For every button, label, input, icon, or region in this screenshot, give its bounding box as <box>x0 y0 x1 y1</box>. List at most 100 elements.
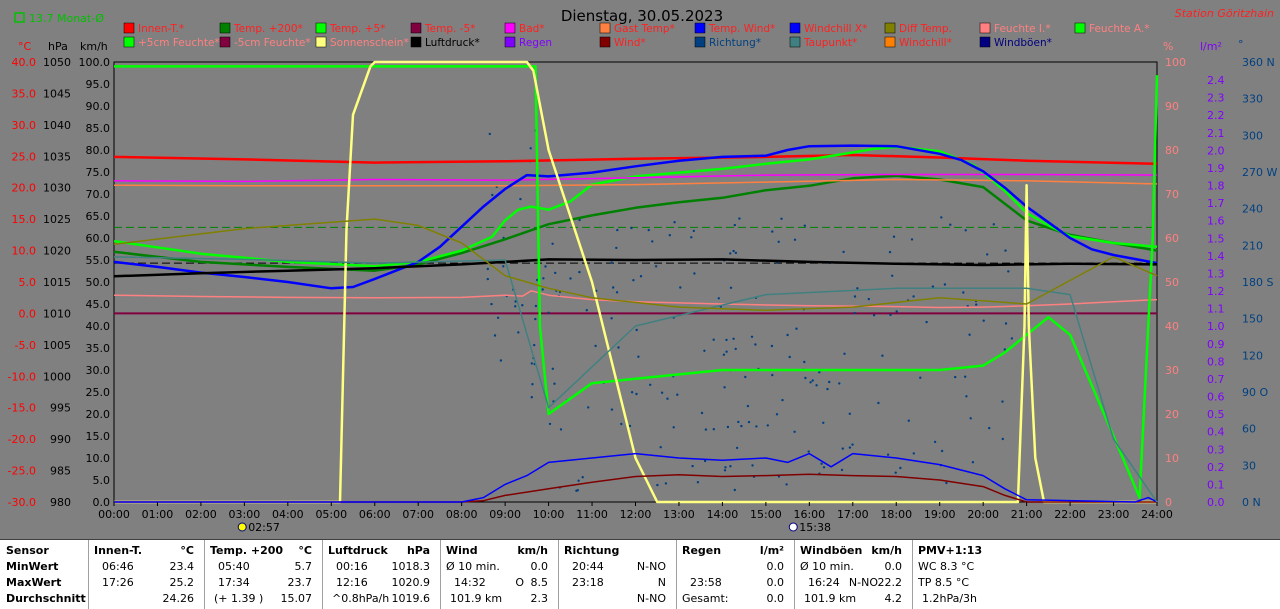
pressure-tick-label: 1045 <box>43 87 71 100</box>
time-tick-label: 17:00 <box>837 508 869 521</box>
wind-tick-label: 70.0 <box>86 188 111 201</box>
direction-point <box>853 311 856 315</box>
stat-header: Wind <box>446 544 478 557</box>
stat-max-time: 23:58 <box>690 576 722 589</box>
direction-point <box>992 223 995 226</box>
temp-tick-label: 15.0 <box>12 213 37 226</box>
rain-tick-label: 1.9 <box>1207 162 1225 175</box>
direction-point <box>732 249 735 253</box>
direction-point <box>766 424 769 427</box>
wind-tick-label: 15.0 <box>86 430 111 443</box>
temp-tick-label: 0.0 <box>19 307 37 320</box>
time-tick-label: 04:00 <box>272 508 304 521</box>
direction-point <box>881 354 884 357</box>
series-line-3 <box>113 173 1158 183</box>
direction-point <box>679 286 682 289</box>
direction-point <box>551 367 554 370</box>
direction-point <box>553 382 556 385</box>
stat-avg-value: N-NO <box>636 592 666 605</box>
direction-point <box>559 428 563 431</box>
direction-point <box>712 338 715 341</box>
stat-column: Windböen km/h Ø 10 min. 0.0 16:24 N-NO 22.2 101… <box>794 540 913 609</box>
series-line-8 <box>114 65 1159 499</box>
direction-point <box>738 217 741 220</box>
avg-label: Durchschnitt <box>6 592 86 605</box>
stat-max-time: 16:24 <box>808 576 840 589</box>
direction-point <box>620 422 623 426</box>
direction-point <box>530 396 533 399</box>
wind-tick-label: 65.0 <box>86 210 111 223</box>
stat-header: Richtung <box>564 544 620 557</box>
direction-point <box>548 422 552 426</box>
time-tick-label: 12:00 <box>620 508 652 521</box>
stat-min-time: 06:46 <box>102 560 134 573</box>
direction-point <box>616 228 619 232</box>
direction-point <box>751 464 754 467</box>
stat-unit: °C <box>180 544 194 557</box>
direction-point <box>610 261 613 264</box>
rain-tick-label: 1.8 <box>1207 180 1225 193</box>
direction-point <box>732 337 735 340</box>
direction-point <box>771 230 774 233</box>
direction-point <box>964 375 967 378</box>
direction-point <box>672 426 675 429</box>
direction-point <box>578 270 581 274</box>
direction-point <box>628 424 632 428</box>
rain-tick-label: 2.2 <box>1207 109 1225 122</box>
direction-point <box>781 398 784 402</box>
legend-label: +5cm Feuchte* <box>138 37 220 49</box>
direction-point <box>872 314 876 317</box>
stat-min-time: Ø 10 min. <box>446 560 500 573</box>
time-tick-label: 05:00 <box>315 508 347 521</box>
direction-point <box>696 481 700 484</box>
direction-point <box>793 238 797 241</box>
stat-max-time: 17:34 <box>218 576 250 589</box>
direction-tick-label: 360 N <box>1242 56 1275 69</box>
direction-point <box>610 317 613 320</box>
direction-point <box>888 250 892 254</box>
stat-max-time: 14:32 <box>454 576 486 589</box>
direction-point <box>690 236 693 239</box>
statistics-table: Sensor MinWert MaxWert Durchschnitt Inne… <box>0 539 1280 609</box>
direction-point <box>521 304 524 307</box>
wind-tick-label: 5.0 <box>93 474 111 487</box>
direction-point <box>892 235 896 238</box>
legend-swatch <box>789 22 801 34</box>
stat-avg-value: 15.07 <box>280 592 313 605</box>
series-line-6 <box>113 258 1158 278</box>
direction-point <box>585 309 588 312</box>
direction-point <box>534 317 537 321</box>
stat-max-time: 12:16 <box>336 576 368 589</box>
direction-point <box>943 283 947 286</box>
direction-point <box>647 228 650 232</box>
stat-min-value: 1018.3 <box>391 560 431 573</box>
rain-tick-label: 0.9 <box>1207 338 1225 351</box>
series-line-5 <box>113 144 1158 290</box>
direction-point <box>755 425 758 428</box>
direction-point <box>576 489 579 492</box>
direction-point <box>842 250 845 254</box>
temp-tick-label: 10.0 <box>12 245 37 258</box>
legend-swatch <box>884 22 896 34</box>
direction-point <box>826 387 829 391</box>
direction-point <box>734 251 738 255</box>
legend-label: Richtung* <box>709 37 761 49</box>
direction-point <box>912 452 915 455</box>
sensor-label: Sensor <box>6 544 49 557</box>
direction-point <box>654 265 658 268</box>
direction-point <box>651 240 654 243</box>
direction-point <box>940 449 944 453</box>
direction-point <box>703 459 707 463</box>
legend-swatch <box>979 22 991 34</box>
pressure-tick-label: 1020 <box>43 245 71 258</box>
direction-point <box>703 349 706 352</box>
direction-point <box>894 471 897 474</box>
direction-point <box>737 420 740 424</box>
pressure-tick-label: 995 <box>50 402 71 415</box>
temp-tick-label: -20.0 <box>8 433 36 446</box>
direction-point <box>815 384 818 387</box>
chart-title: Dienstag, 30.05.2023 <box>561 7 723 25</box>
direction-point <box>615 291 619 294</box>
direction-point <box>848 412 851 415</box>
direction-tick-label: 120 <box>1242 349 1263 362</box>
